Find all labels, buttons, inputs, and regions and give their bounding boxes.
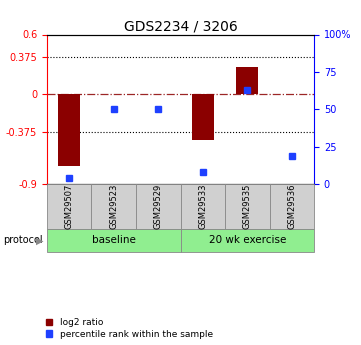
Bar [58,95,80,166]
Title: GDS2234 / 3206: GDS2234 / 3206 [123,19,238,33]
Text: protocol: protocol [4,235,43,245]
Text: GSM29536: GSM29536 [287,184,296,229]
Text: ▶: ▶ [36,235,43,245]
Bar [236,67,258,95]
Text: GSM29533: GSM29533 [198,184,207,229]
Bar [192,95,214,140]
Text: GSM29507: GSM29507 [65,184,74,229]
Text: GSM29529: GSM29529 [154,184,163,229]
Text: GSM29523: GSM29523 [109,184,118,229]
Text: 20 wk exercise: 20 wk exercise [209,235,286,245]
Text: baseline: baseline [92,235,136,245]
Legend: log2 ratio, percentile rank within the sample: log2 ratio, percentile rank within the s… [44,316,214,341]
Text: GSM29535: GSM29535 [243,184,252,229]
